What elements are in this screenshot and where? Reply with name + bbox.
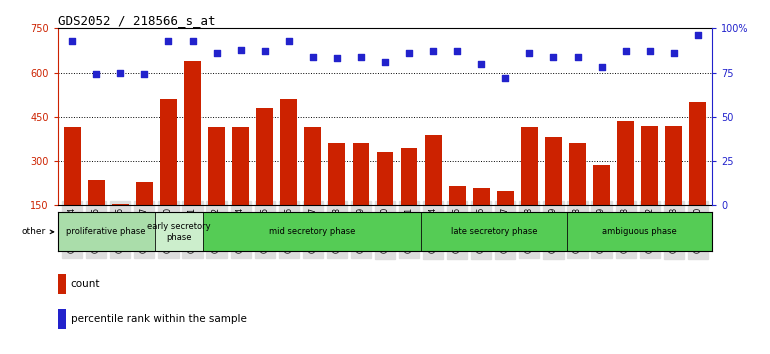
Bar bbox=[304, 127, 321, 250]
Point bbox=[619, 48, 631, 54]
Bar bbox=[569, 143, 586, 250]
Bar bbox=[421, 212, 567, 251]
Point bbox=[499, 75, 511, 81]
Text: mid secretory phase: mid secretory phase bbox=[269, 227, 356, 236]
Point bbox=[283, 38, 295, 44]
Point bbox=[139, 72, 151, 77]
Point bbox=[475, 61, 487, 67]
Bar bbox=[58, 212, 155, 251]
Bar bbox=[497, 190, 514, 250]
Bar bbox=[473, 188, 490, 250]
Point bbox=[571, 54, 584, 59]
Point bbox=[114, 70, 126, 75]
Bar bbox=[618, 121, 634, 250]
Text: early secretory
phase: early secretory phase bbox=[147, 222, 211, 241]
Point bbox=[403, 50, 415, 56]
Bar bbox=[58, 309, 66, 329]
Bar bbox=[256, 108, 273, 250]
Point bbox=[186, 38, 199, 44]
Text: GDS2052 / 218566_s_at: GDS2052 / 218566_s_at bbox=[58, 14, 216, 27]
Bar bbox=[425, 135, 441, 250]
Point bbox=[644, 48, 656, 54]
Bar bbox=[208, 127, 225, 250]
Bar bbox=[521, 127, 537, 250]
Point bbox=[427, 48, 439, 54]
Bar bbox=[280, 99, 297, 250]
Bar bbox=[58, 274, 66, 294]
Point bbox=[668, 50, 680, 56]
Bar bbox=[184, 61, 201, 250]
Point bbox=[210, 50, 223, 56]
Text: other: other bbox=[22, 227, 54, 236]
Bar bbox=[233, 127, 249, 250]
Bar bbox=[593, 166, 610, 250]
Bar bbox=[160, 99, 177, 250]
Bar bbox=[377, 152, 393, 250]
Bar bbox=[567, 212, 712, 251]
Bar bbox=[64, 127, 81, 250]
Text: proliferative phase: proliferative phase bbox=[66, 227, 146, 236]
Bar bbox=[665, 126, 682, 250]
Point bbox=[595, 64, 608, 70]
Bar bbox=[136, 182, 152, 250]
Bar bbox=[112, 204, 129, 250]
Point bbox=[355, 54, 367, 59]
Bar bbox=[689, 102, 706, 250]
Point bbox=[330, 56, 343, 61]
Bar bbox=[449, 186, 466, 250]
Point bbox=[234, 47, 246, 52]
Bar bbox=[203, 212, 421, 251]
Point bbox=[524, 50, 536, 56]
Point bbox=[451, 48, 464, 54]
Bar bbox=[155, 212, 203, 251]
Point bbox=[259, 48, 271, 54]
Point bbox=[547, 54, 560, 59]
Point bbox=[162, 38, 175, 44]
Bar bbox=[400, 148, 417, 250]
Point bbox=[691, 33, 704, 38]
Bar bbox=[641, 126, 658, 250]
Text: late secretory phase: late secretory phase bbox=[450, 227, 537, 236]
Bar bbox=[329, 143, 345, 250]
Text: percentile rank within the sample: percentile rank within the sample bbox=[71, 314, 246, 324]
Bar bbox=[88, 180, 105, 250]
Text: count: count bbox=[71, 279, 100, 289]
Text: ambiguous phase: ambiguous phase bbox=[602, 227, 677, 236]
Bar bbox=[353, 143, 370, 250]
Point bbox=[379, 59, 391, 65]
Bar bbox=[545, 137, 562, 250]
Point bbox=[90, 72, 102, 77]
Point bbox=[66, 38, 79, 44]
Point bbox=[306, 54, 319, 59]
